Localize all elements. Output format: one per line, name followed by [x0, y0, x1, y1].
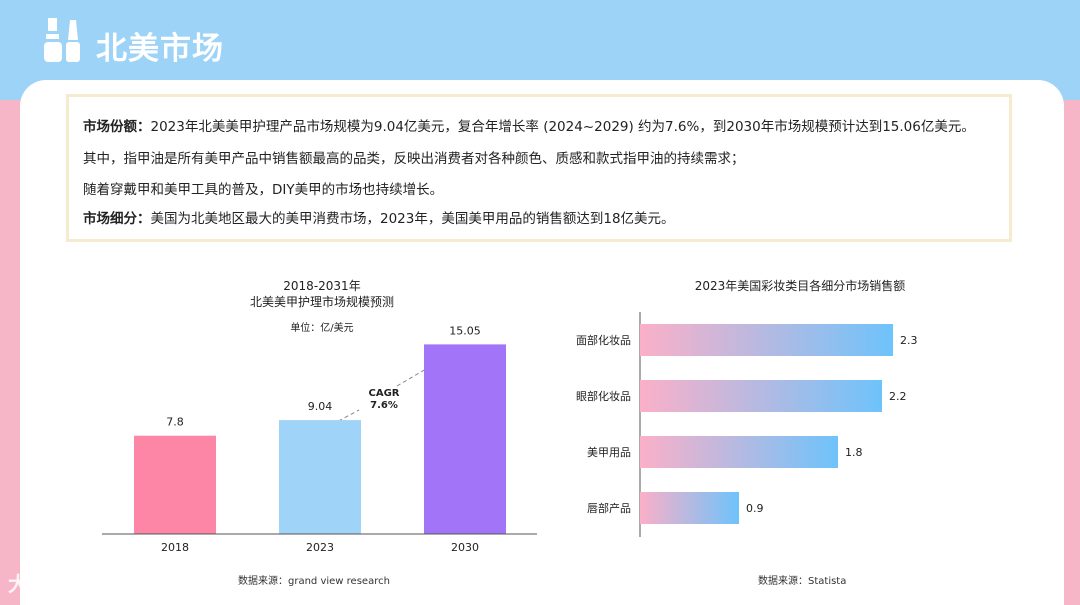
summary-line-2: 其中，指甲油是所有美甲产品中销售额最高的品类，反映出消费者对各种颜色、质感和款式…	[83, 151, 745, 167]
y-tick-label: 唇部产品	[587, 501, 631, 515]
chart-title: 2018-2031年	[283, 279, 360, 293]
bar-美甲用品	[640, 436, 838, 468]
summary-line-3: 随着穿戴甲和美甲工具的普及，DIY美甲的市场也持续增长。	[83, 182, 444, 198]
summary-box: 市场份额：2023年北美美甲护理产品市场规模为9.04亿美元，复合年增长率 (2…	[66, 94, 1012, 242]
x-tick-label: 2023	[306, 541, 334, 554]
page-title: 北美市场	[96, 31, 224, 67]
chart-subtitle: 北美美甲护理市场规模预测	[250, 294, 394, 309]
bar-value-label: 9.04	[308, 400, 333, 413]
summary-line-4: 市场细分：美国为北美地区最大的美甲消费市场，2023年，美国美甲用品的销售额达到…	[83, 207, 675, 227]
summary-key-segment: 市场细分：	[83, 211, 151, 227]
bar-2030	[424, 344, 506, 534]
bar-value-label: 2.3	[900, 334, 918, 347]
y-tick-label: 面部化妆品	[576, 333, 631, 347]
cagr-value: 7.6%	[370, 400, 398, 411]
bar-2023	[279, 420, 361, 534]
bar-value-label: 2.2	[889, 390, 907, 403]
cagr-label: CAGR	[369, 388, 400, 399]
summary-key-share: 市场份额：	[83, 119, 151, 135]
bar-value-label: 0.9	[746, 502, 764, 515]
x-tick-label: 2018	[161, 541, 189, 554]
bar-面部化妆品	[640, 324, 893, 356]
summary-text-segment: 美国为北美地区最大的美甲消费市场，2023年，美国美甲用品的销售额达到18亿美元…	[150, 211, 675, 227]
chart-title-right: 2023年美国彩妆类目各细分市场销售额	[695, 278, 906, 293]
source-right: 数据来源：Statista	[758, 576, 847, 587]
bar-value-label: 15.05	[449, 324, 481, 337]
bar-眼部化妆品	[640, 380, 882, 412]
bar-唇部产品	[640, 492, 739, 524]
x-tick-label: 2030	[451, 541, 479, 554]
watermark: 大数跨境	[8, 572, 92, 596]
bar-value-label: 7.8	[166, 416, 184, 429]
y-tick-label: 美甲用品	[587, 446, 631, 459]
summary-line-1: 市场份额：2023年北美美甲护理产品市场规模为9.04亿美元，复合年增长率 (2…	[83, 115, 975, 135]
market-size-bar-chart: 2018-2031年 北美美甲护理市场规模预测 单位：亿/美元 CAGR 7.6…	[102, 279, 537, 554]
cagr-leader-line-2	[396, 368, 427, 387]
summary-text-share: 2023年北美美甲护理产品市场规模为9.04亿美元，复合年增长率 (2024~2…	[150, 119, 975, 135]
y-tick-label: 眼部化妆品	[576, 389, 631, 403]
nail-polish-icon	[44, 18, 80, 62]
source-left: 数据来源：grand view research	[238, 576, 390, 587]
bar-2018	[134, 435, 216, 534]
cosmetics-segment-bar-chart: 2023年美国彩妆类目各细分市场销售额 2.3 面部化妆品 2.2 眼部化妆品 1.8 美…	[576, 278, 918, 537]
bar-value-label: 1.8	[845, 446, 863, 459]
chart-unit: 单位：亿/美元	[290, 321, 353, 334]
